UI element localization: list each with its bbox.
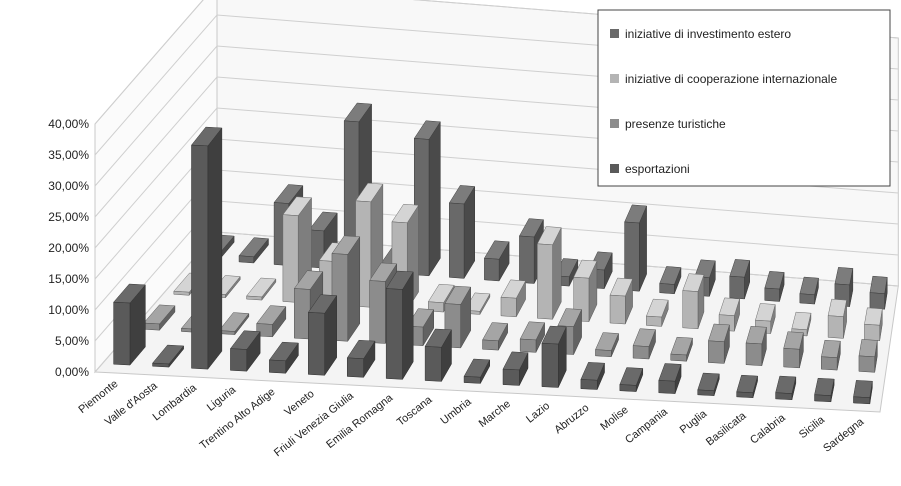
y-tick-label: 15,00%	[48, 272, 89, 286]
bar-iniziative-di-cooperazione-internazionale-2	[246, 277, 277, 301]
bar-presenze-turistiche-19	[858, 339, 878, 373]
bar-esportazioni-12	[580, 362, 605, 390]
bar-esportazioni-10	[502, 351, 529, 386]
y-tick-label: 25,00%	[48, 210, 89, 224]
bar-presenze-turistiche-0	[143, 304, 176, 331]
bar-esportazioni-19	[853, 380, 873, 405]
bar-esportazioni-11	[541, 325, 567, 388]
x-tick-label: Puglia	[678, 407, 710, 436]
x-tick-label: Lazio	[524, 400, 552, 426]
x-tick-label: Campania	[623, 405, 671, 446]
bar-esportazioni-4	[268, 341, 299, 374]
bar-iniziative-di-cooperazione-internazionale-18	[827, 298, 847, 339]
bar-esportazioni-2	[190, 126, 223, 370]
x-tick-label: Liguria	[205, 383, 239, 413]
x-tick-label: Toscana	[395, 393, 435, 428]
x-tick-label: Umbria	[438, 395, 474, 427]
y-tick-label: 5,00%	[55, 334, 89, 348]
bar-presenze-turistiche-14	[670, 336, 693, 362]
y-tick-label: 20,00%	[48, 241, 89, 255]
legend-swatch	[610, 119, 619, 128]
x-tick-label: Sardegna	[821, 415, 867, 454]
bar-iniziative-di-investimento-estero-15	[729, 259, 751, 300]
bar-esportazioni-5	[307, 294, 338, 377]
bar-esportazioni-18	[814, 377, 835, 403]
bar-iniziative-di-cooperazione-internazionale-10	[536, 226, 562, 320]
bar-iniziative-di-cooperazione-internazionale-9	[500, 279, 526, 318]
bar-esportazioni-0	[113, 283, 146, 366]
bar-iniziative-di-cooperazione-internazionale-13	[646, 298, 669, 327]
x-tick-label: Trentino Alto Adige	[198, 386, 278, 452]
y-tick-label: 30,00%	[48, 179, 89, 193]
bar-esportazioni-9	[463, 358, 491, 384]
legend-swatch	[610, 74, 619, 83]
bar-iniziative-di-cooperazione-internazionale-8	[464, 292, 491, 316]
bar-presenze-turistiche-10	[519, 321, 546, 353]
bar-presenze-turistiche-16	[745, 326, 767, 366]
bar-iniziative-di-investimento-estero-8	[483, 240, 510, 282]
y-tick-label: 10,00%	[48, 303, 89, 317]
x-tick-label: Abruzzo	[552, 402, 591, 436]
x-tick-label: Calabria	[748, 411, 788, 446]
bar-iniziative-di-investimento-estero-17	[799, 276, 819, 305]
bars	[113, 102, 888, 405]
bar-presenze-turistiche-3	[256, 305, 287, 338]
y-tick-label: 0,00%	[55, 365, 89, 379]
y-tick-label: 40,00%	[48, 117, 89, 131]
bar-presenze-turistiche-13	[632, 328, 656, 360]
bar-iniziative-di-investimento-estero-1	[238, 237, 269, 264]
x-tick-label: Friuli Venezia Giulia	[272, 389, 357, 459]
bar-iniziative-di-cooperazione-internazionale-14	[682, 273, 705, 330]
legend: iniziative di investimento estero iniziat…	[597, 9, 891, 187]
legend-entry: presenze turistiche	[625, 117, 726, 131]
bar-esportazioni-8	[424, 328, 452, 383]
bar-iniziative-di-investimento-estero-12	[624, 204, 647, 292]
bar-esportazioni-6	[346, 339, 376, 379]
bar-presenze-turistiche-15	[708, 323, 730, 364]
bar-esportazioni-17	[775, 375, 797, 401]
y-axis-ticks: 0,00% 5,00% 10,00% 15,00% 20,00% 25,00% 30,00%…	[48, 117, 89, 379]
legend-swatch	[610, 29, 619, 38]
x-tick-label: Molise	[598, 404, 630, 433]
legend-box	[597, 9, 891, 187]
x-tick-label: Marche	[477, 398, 513, 430]
x-tick-label: Basilicata	[704, 409, 749, 448]
bar-presenze-turistiche-18	[820, 339, 841, 371]
bar-esportazioni-15	[697, 372, 720, 396]
legend-swatch	[610, 164, 619, 173]
bar-esportazioni-3	[229, 330, 261, 372]
bar-iniziative-di-cooperazione-internazionale-15	[718, 297, 740, 332]
bar-esportazioni-7	[385, 270, 414, 381]
bar-iniziative-di-investimento-estero-19	[869, 275, 888, 310]
bar-esportazioni-1	[152, 344, 185, 368]
bar-presenze-turistiche-17	[783, 331, 804, 369]
y-tick-label: 35,00%	[48, 148, 89, 162]
x-tick-label: Veneto	[282, 388, 316, 419]
legend-entry: esportazioni	[625, 162, 690, 176]
bar-esportazioni-16	[736, 374, 758, 398]
bar-esportazioni-13	[619, 367, 644, 392]
bar-presenze-turistiche-9	[482, 322, 509, 351]
bar-esportazioni-14	[658, 363, 682, 394]
bar-iniziative-di-cooperazione-internazionale-12	[609, 277, 633, 325]
legend-entry: iniziative di cooperazione internazional…	[625, 72, 837, 86]
bar-iniziative-di-investimento-estero-13	[659, 266, 682, 295]
bar-presenze-turistiche-12	[595, 332, 619, 358]
bar-iniziative-di-investimento-estero-16	[764, 271, 785, 302]
legend-entry: iniziative di investimento estero	[625, 27, 791, 41]
x-tick-label: Sicilia	[797, 413, 828, 441]
bar-iniziative-di-investimento-estero-7	[448, 185, 476, 280]
bar-iniziative-di-cooperazione-internazionale-19	[864, 307, 883, 342]
